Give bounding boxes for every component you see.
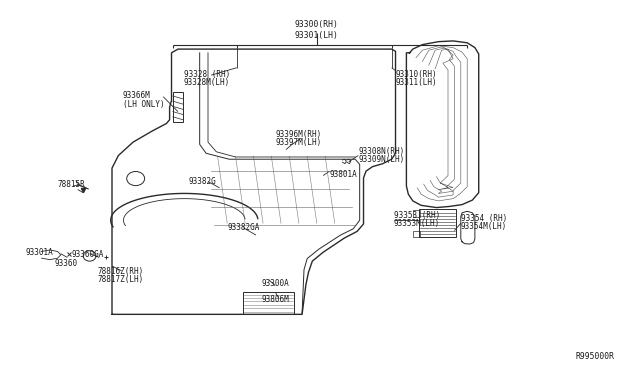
Text: 78816Z(RH): 78816Z(RH) — [97, 267, 143, 276]
Text: 93353 (RH): 93353 (RH) — [394, 211, 440, 220]
Text: 93360: 93360 — [54, 259, 77, 268]
Bar — [413, 231, 420, 237]
Text: 93328 (RH): 93328 (RH) — [184, 70, 230, 79]
Bar — [173, 92, 183, 122]
Text: (LH ONLY): (LH ONLY) — [123, 100, 164, 109]
Text: 93301(LH): 93301(LH) — [295, 31, 339, 40]
Bar — [243, 292, 294, 314]
Text: 93382G: 93382G — [189, 177, 216, 186]
Text: 93382GA: 93382GA — [227, 223, 260, 232]
Text: 78815R: 78815R — [58, 180, 85, 189]
Text: 93300A: 93300A — [261, 279, 289, 288]
Text: 93354 (RH): 93354 (RH) — [461, 214, 507, 223]
Text: 93301A: 93301A — [26, 248, 53, 257]
Text: 93360GA: 93360GA — [72, 250, 104, 259]
Text: 93354M(LH): 93354M(LH) — [461, 222, 507, 231]
Text: 93806M: 93806M — [261, 295, 289, 304]
Text: 93309N(LH): 93309N(LH) — [358, 155, 404, 164]
Text: 93397M(LH): 93397M(LH) — [275, 138, 321, 147]
Text: 93801A: 93801A — [330, 170, 357, 179]
Text: 78817Z(LH): 78817Z(LH) — [97, 275, 143, 284]
Text: 93310(RH): 93310(RH) — [396, 70, 437, 79]
Text: 93308N(RH): 93308N(RH) — [358, 147, 404, 156]
Text: 93311(LH): 93311(LH) — [396, 78, 437, 87]
Bar — [413, 210, 420, 217]
Text: 93396M(RH): 93396M(RH) — [275, 130, 321, 139]
Text: 93366M: 93366M — [123, 92, 150, 100]
Text: 93353M(LH): 93353M(LH) — [394, 219, 440, 228]
Text: R995000R: R995000R — [575, 352, 614, 361]
Text: 93300(RH): 93300(RH) — [295, 20, 339, 29]
Text: 93328M(LH): 93328M(LH) — [184, 78, 230, 87]
Bar — [419, 209, 456, 237]
